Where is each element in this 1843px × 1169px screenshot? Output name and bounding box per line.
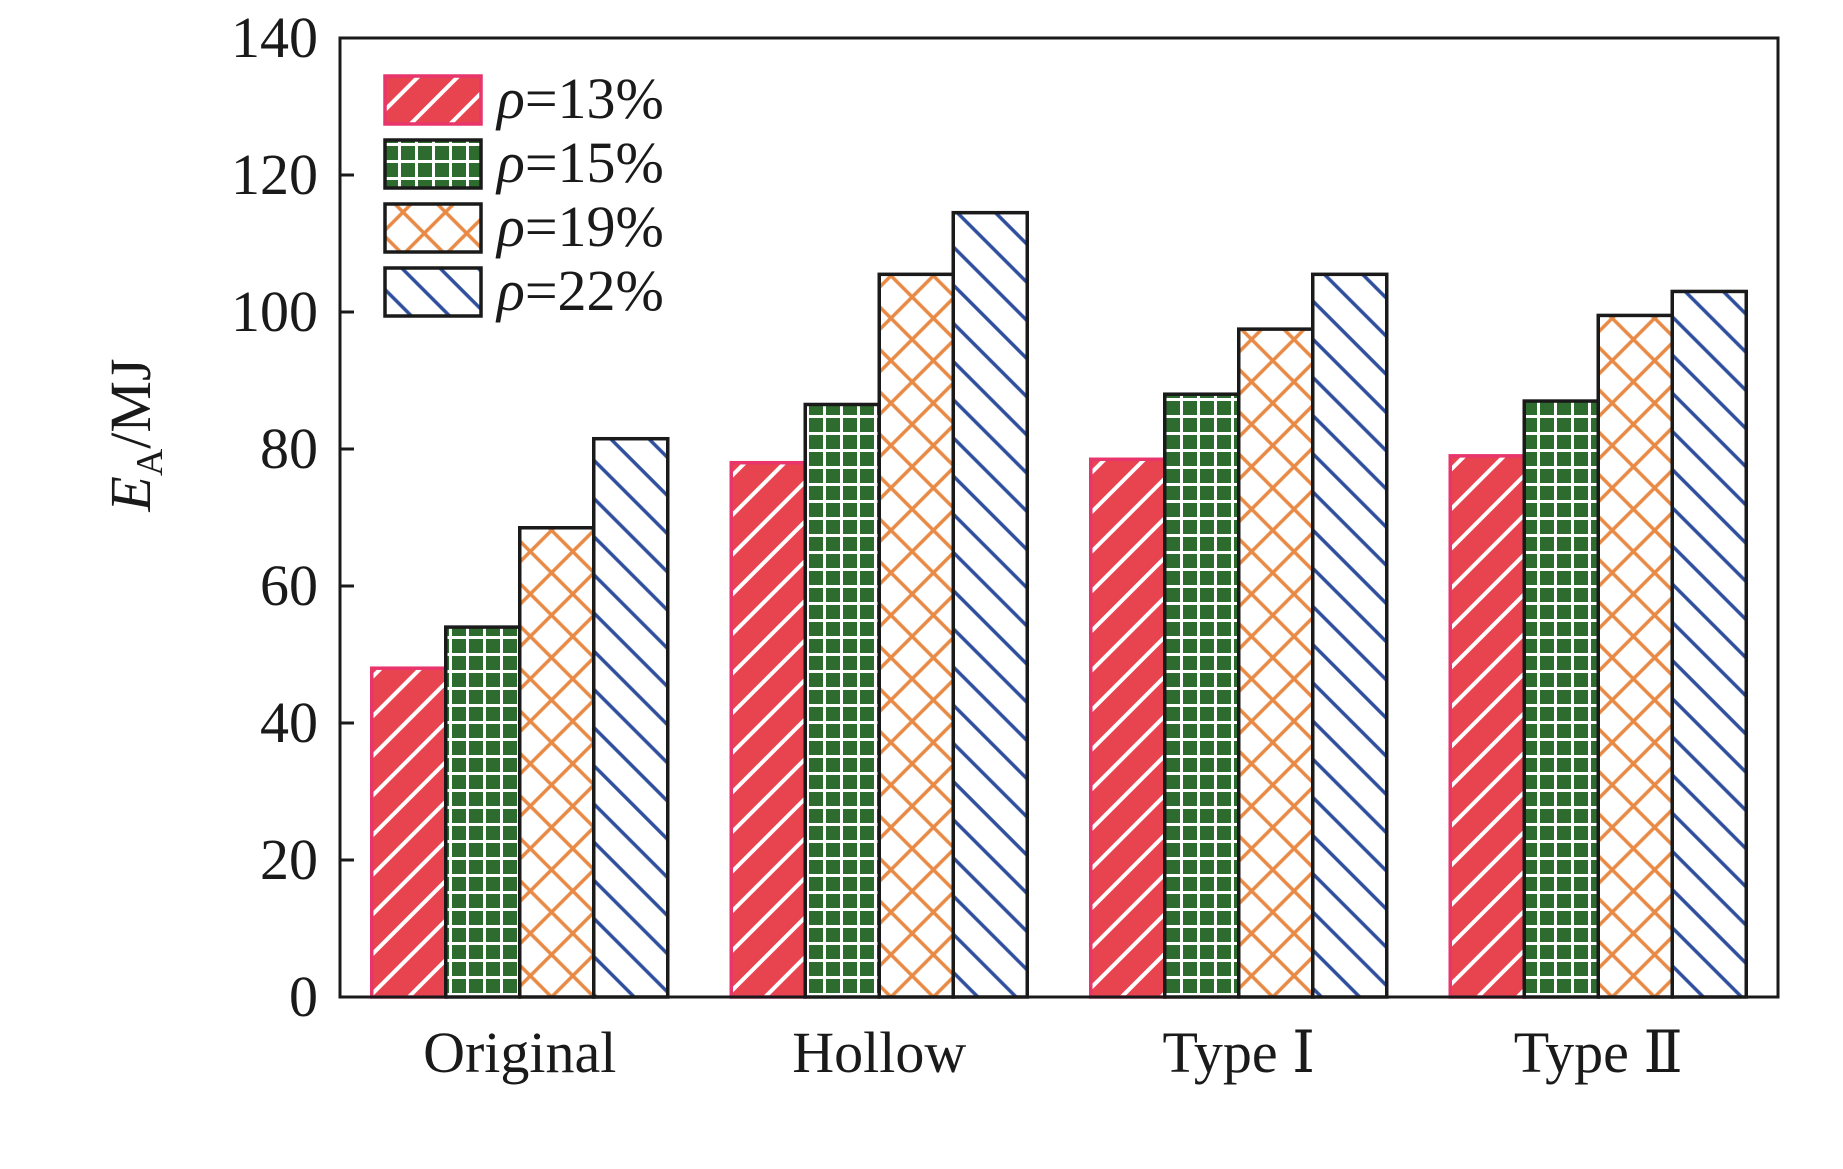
legend-label: ρ=15% <box>495 130 664 195</box>
legend-label-symbol: ρ <box>495 194 525 259</box>
bar-2-1 <box>444 625 522 999</box>
y-tick-label: 40 <box>260 690 318 755</box>
legend: ρ=13%ρ=15%ρ=19%ρ=22% <box>383 66 664 323</box>
bar-3-3 <box>1237 327 1315 999</box>
x-category-label: Type Ⅰ <box>1162 1020 1315 1085</box>
legend-label-value: =15% <box>525 130 664 195</box>
bar-3-2 <box>877 272 955 999</box>
bar-1-2 <box>729 460 807 999</box>
legend-label: ρ=13% <box>495 66 664 131</box>
legend-label-symbol: ρ <box>495 130 525 195</box>
bar-3-1 <box>518 526 596 999</box>
y-tick-label: 20 <box>260 827 318 892</box>
legend-label-symbol: ρ <box>495 66 525 131</box>
bar-4-4 <box>1670 289 1748 999</box>
y-tick-label: 120 <box>231 142 318 207</box>
y-axis: 0 20 40 60 80 100 120 140 <box>231 5 354 1029</box>
y-tick-label: 0 <box>289 964 318 1029</box>
x-category-label: Original <box>423 1020 616 1085</box>
y-axis-label: EA/MJ <box>98 358 171 512</box>
bar-1-1 <box>370 666 448 999</box>
y-tick-label: 140 <box>231 5 318 70</box>
legend-label-value: =19% <box>525 194 664 259</box>
bars-group <box>370 210 1748 999</box>
bar-2-2 <box>803 402 881 999</box>
legend-swatch <box>383 138 483 190</box>
legend-swatch <box>383 74 483 126</box>
legend-label: ρ=19% <box>495 194 664 259</box>
x-axis: Original Hollow Type Ⅰ Type Ⅱ <box>423 983 1683 1085</box>
y-tick-label: 100 <box>231 279 318 344</box>
bar-4-1 <box>592 436 670 999</box>
legend-label-value: =13% <box>525 66 664 131</box>
legend-label: ρ=22% <box>495 258 664 323</box>
bar-4-3 <box>1311 272 1389 999</box>
y-axis-label-subscript: A <box>129 448 171 476</box>
bar-4-2 <box>951 210 1029 999</box>
bar-2-3 <box>1163 392 1241 999</box>
y-tick-label: 80 <box>260 416 318 481</box>
legend-swatch <box>383 202 483 254</box>
bar-3-4 <box>1596 313 1674 999</box>
y-axis-label-symbol: E <box>98 476 163 512</box>
legend-label-value: =22% <box>525 258 664 323</box>
x-category-label: Type Ⅱ <box>1514 1020 1683 1085</box>
y-axis-label-unit: /MJ <box>98 358 163 448</box>
bar-1-4 <box>1448 454 1526 999</box>
legend-swatch <box>383 266 483 318</box>
bar-2-4 <box>1522 399 1600 999</box>
y-tick-label: 60 <box>260 553 318 618</box>
bar-1-3 <box>1089 457 1167 999</box>
x-category-label: Hollow <box>792 1020 966 1085</box>
plot-frame <box>338 36 1780 999</box>
legend-label-symbol: ρ <box>495 258 525 323</box>
